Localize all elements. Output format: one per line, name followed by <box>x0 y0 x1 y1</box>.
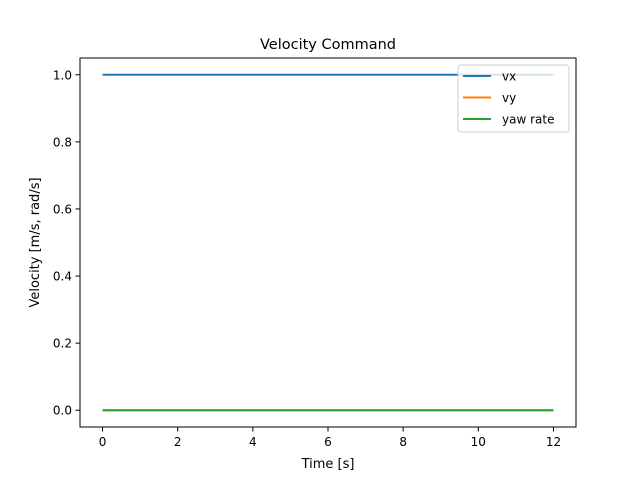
x-tick-label: 12 <box>546 435 561 449</box>
y-axis-label: Velocity [m/s, rad/s] <box>28 177 43 307</box>
y-tick-label: 0.6 <box>53 202 72 216</box>
chart-title: Velocity Command <box>260 37 396 53</box>
plot-area-frame <box>79 57 577 428</box>
legend-label-vy: vy <box>502 91 516 105</box>
x-tick-label: 2 <box>174 435 182 449</box>
y-tick-label: 0.0 <box>53 404 72 418</box>
x-tick-label: 10 <box>471 435 486 449</box>
x-axis-label: Time [s] <box>301 457 355 472</box>
y-tick-label: 1.0 <box>53 68 72 82</box>
x-tick-label: 4 <box>249 435 257 449</box>
y-tick-label: 0.2 <box>53 337 72 351</box>
x-tick-label: 8 <box>399 435 407 449</box>
legend-label-yaw-rate: yaw rate <box>502 113 554 127</box>
y-axis-ticks: 0.0 0.2 0.4 0.6 0.8 1.0 <box>53 68 80 418</box>
x-tick-label: 0 <box>99 435 107 449</box>
y-tick-label: 0.8 <box>53 135 72 149</box>
legend: vx vy yaw rate <box>457 64 570 133</box>
y-tick-label: 0.4 <box>53 270 72 284</box>
x-axis-ticks: 0 2 4 6 8 10 12 <box>99 427 561 449</box>
x-tick-label: 6 <box>324 435 332 449</box>
legend-label-vx: vx <box>502 70 516 84</box>
legend-frame <box>457 64 570 133</box>
